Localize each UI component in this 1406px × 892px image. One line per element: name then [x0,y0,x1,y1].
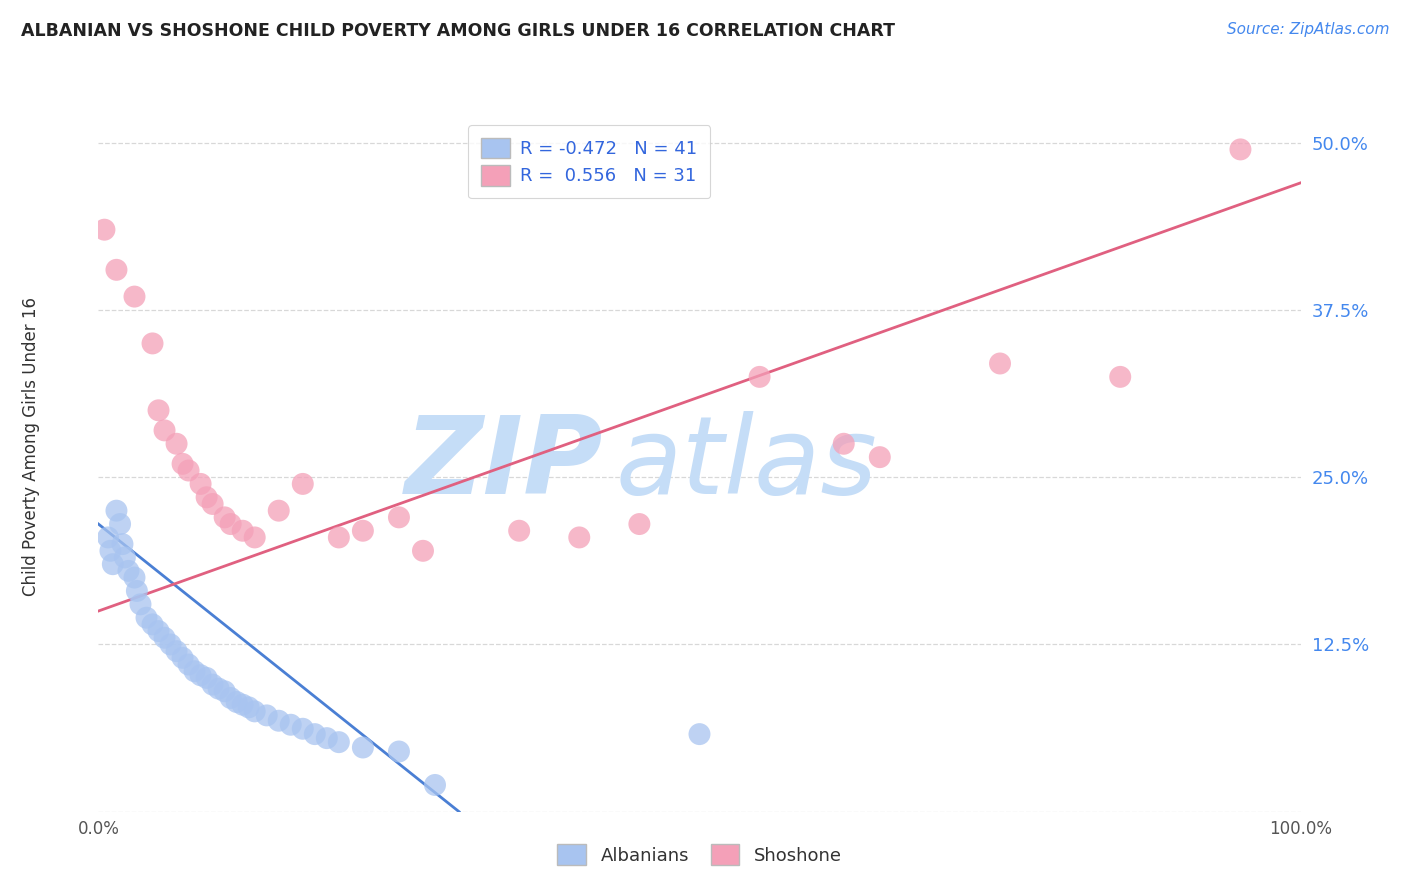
Point [148,403,170,417]
Point [832,436,855,450]
Point [172,457,194,471]
Point [243,705,266,719]
Point [315,731,337,746]
Point [232,698,254,712]
Point [291,476,314,491]
Text: ALBANIAN VS SHOSHONE CHILD POVERTY AMONG GIRLS UNDER 16 CORRELATION CHART: ALBANIAN VS SHOSHONE CHILD POVERTY AMONG… [21,22,896,40]
Point [201,678,224,692]
Point [153,424,176,438]
Point [688,727,710,741]
Point [388,744,411,758]
Point [172,651,194,665]
Point [328,735,350,749]
Point [129,598,152,612]
Point [190,668,212,682]
Point [208,681,231,696]
Point [117,564,139,578]
Text: atlas: atlas [616,411,877,516]
Point [869,450,891,464]
Point [97,530,120,544]
Point [423,778,446,792]
Point [201,497,224,511]
Point [141,336,163,351]
Point [412,543,434,558]
Point [105,503,128,517]
Point [568,530,591,544]
Point [243,530,266,544]
Point [177,464,200,478]
Point [148,624,170,639]
Point [214,684,236,698]
Point [232,524,254,538]
Point [267,503,290,517]
Point [190,476,212,491]
Point [108,516,131,531]
Point [135,610,157,624]
Point [219,516,242,531]
Point [748,369,770,384]
Point [159,637,181,651]
Point [153,631,176,645]
Point [291,722,314,736]
Point [111,537,134,551]
Point [195,671,218,685]
Text: Child Poverty Among Girls Under 16: Child Poverty Among Girls Under 16 [22,296,39,596]
Legend: Albanians, Shoshone: Albanians, Shoshone [550,837,849,872]
Point [93,222,115,236]
Point [214,510,236,524]
Point [177,657,200,672]
Point [166,436,188,450]
Point [183,664,205,678]
Point [1229,142,1251,157]
Point [1109,369,1132,384]
Point [388,510,411,524]
Point [105,263,128,277]
Point [225,695,247,709]
Text: ZIP: ZIP [405,411,603,516]
Point [304,727,326,741]
Point [280,717,302,731]
Point [125,583,148,598]
Point [988,356,1011,371]
Point [195,490,218,504]
Point [101,557,124,572]
Point [328,530,350,544]
Point [100,543,122,558]
Point [141,617,163,632]
Text: Source: ZipAtlas.com: Source: ZipAtlas.com [1226,22,1389,37]
Point [256,708,278,723]
Point [628,516,651,531]
Point [508,524,530,538]
Point [114,550,136,565]
Point [219,690,242,705]
Point [124,571,146,585]
Point [238,700,260,714]
Point [352,524,374,538]
Point [166,644,188,658]
Point [352,740,374,755]
Point [124,289,146,303]
Point [267,714,290,728]
